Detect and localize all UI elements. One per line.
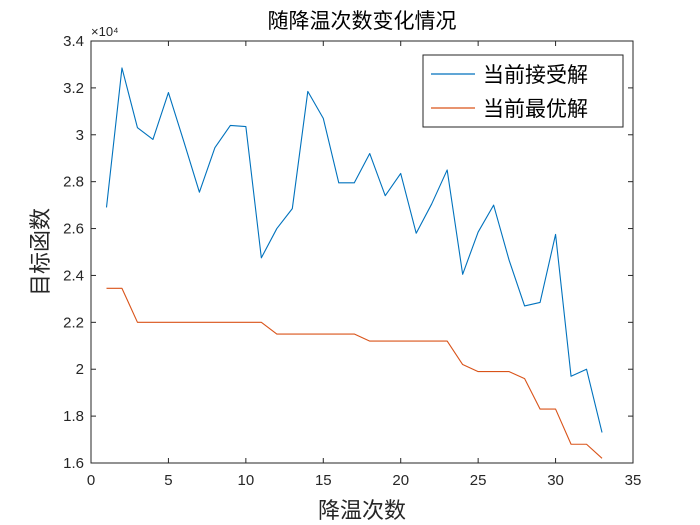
x-tick-label: 15 — [315, 472, 332, 489]
chart-title: 随降温次数变化情况 — [268, 9, 457, 33]
y-tick-label: 1.8 — [63, 408, 84, 425]
legend-label-1: 当前接受解 — [483, 63, 588, 87]
y-tick-label: 3 — [76, 127, 84, 144]
series-line-2 — [106, 287, 603, 459]
x-tick-label: 5 — [164, 472, 172, 489]
y-tick-label: 1.6 — [63, 455, 84, 472]
y-tick-label: 3.2 — [63, 80, 84, 97]
y-tick-label: 2 — [76, 361, 84, 378]
y-tick-label: 2.2 — [63, 314, 84, 331]
x-axis-label: 降温次数 — [318, 499, 406, 524]
legend-box — [422, 54, 624, 128]
y-tick-label: 2.8 — [63, 174, 84, 191]
series-layer — [105, 67, 603, 459]
x-tick-label: 20 — [392, 472, 409, 489]
axes: 0 5 10 15 20 25 30 35 1.6 1.8 2 2.2 2.4 2.6 2.8 3 3.2 3.4 — [63, 33, 641, 489]
x-tick-label: 0 — [87, 472, 95, 489]
legend-label-2: 当前最优解 — [483, 97, 588, 121]
series-line-1 — [105, 67, 603, 433]
y-tick-label: 3.4 — [63, 33, 84, 50]
y-axis-label: 目标函数 — [29, 208, 54, 296]
y-axis-exponent: ×10⁴ — [91, 24, 119, 39]
y-tick-label: 2.4 — [63, 267, 84, 284]
x-tick-label: 10 — [238, 472, 255, 489]
x-tick-label: 25 — [470, 472, 487, 489]
y-tick-label: 2.6 — [63, 221, 84, 238]
x-tick-label: 35 — [625, 472, 642, 489]
x-tick-label: 30 — [547, 472, 564, 489]
axes-box — [90, 40, 634, 464]
